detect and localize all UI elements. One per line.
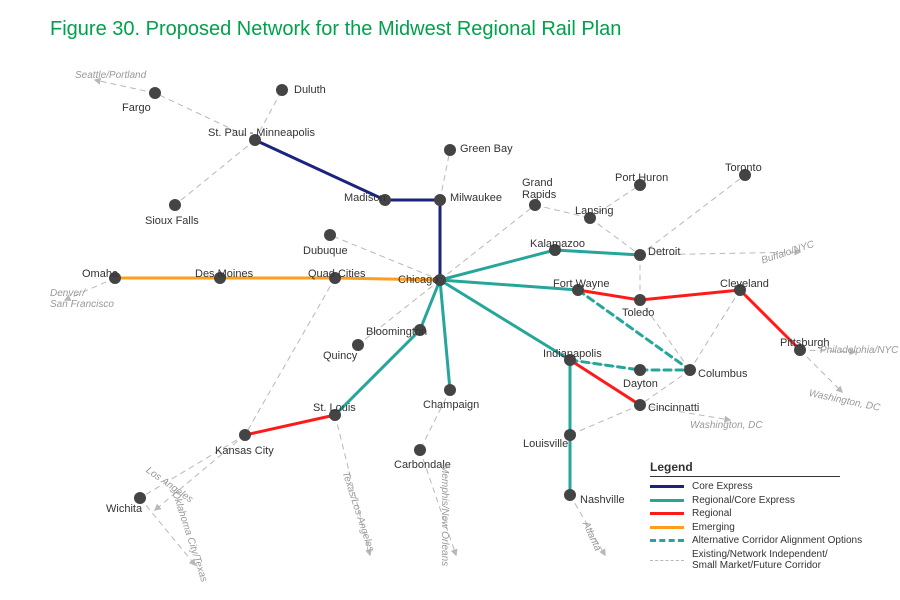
ext-label-0: Seattle/Portland [75, 70, 146, 81]
legend-row-2: Regional [650, 508, 862, 520]
label-dubuque: Dubuque [303, 245, 348, 257]
label-wichita: Wichita [106, 503, 142, 515]
legend-label: Regional/Core Express [692, 495, 795, 507]
edge-kalamazoo-detroit [555, 250, 640, 255]
label-louisville: Louisville [523, 438, 568, 450]
legend-label: Existing/Network Independent/ Small Mark… [692, 549, 828, 572]
label-desmoines: Des Moines [195, 268, 253, 280]
legend-swatch [650, 539, 684, 542]
node-milwaukee [434, 194, 446, 206]
label-duluth: Duluth [294, 84, 326, 96]
ext-label-7: Memphis/New Orleans [439, 465, 450, 566]
edge-stlouis-kansascity [245, 415, 335, 435]
label-porthuron: Port Huron [615, 172, 668, 184]
node-duluth [276, 84, 288, 96]
label-madison: Madison [344, 192, 386, 204]
edge-madison-stpaul [255, 140, 385, 200]
legend-row-5: Existing/Network Independent/ Small Mark… [650, 549, 862, 572]
label-detroit: Detroit [648, 246, 680, 258]
legend-header: Legend [650, 460, 840, 477]
label-cleveland: Cleveland [720, 278, 769, 290]
edge-lansing-detroit [590, 218, 640, 255]
label-toronto: Toronto [725, 162, 762, 174]
legend-swatch [650, 560, 684, 561]
label-nashville: Nashville [580, 494, 625, 506]
node-fargo [149, 87, 161, 99]
node-cincinnati [634, 399, 646, 411]
edge-milwaukee-greenbay [440, 150, 450, 200]
legend-swatch [650, 526, 684, 529]
node-champaign [444, 384, 456, 396]
label-columbus: Columbus [698, 368, 748, 380]
legend-swatch [650, 485, 684, 488]
legend: Legend Core Express Regional/Core ExpressR… [650, 460, 862, 572]
label-chicago: Chicago [398, 274, 438, 286]
legend-swatch [650, 512, 684, 515]
legend-swatch [650, 499, 684, 502]
edge-fargo-seattleTip [95, 80, 155, 93]
edge-chicago-champaign [440, 280, 450, 390]
label-fargo: Fargo [122, 102, 151, 114]
label-toledo: Toledo [622, 307, 654, 319]
ext-label-3: Philadelphia/NYC [820, 345, 898, 356]
ext-label-5: Washington, DC [690, 420, 763, 431]
edge-pittsburgh-washdcTip1 [800, 350, 842, 392]
ext-label-1: Denver/ San Francisco [50, 288, 114, 310]
label-siouxfalls: Sioux Falls [145, 215, 199, 227]
label-dayton: Dayton [623, 378, 658, 390]
legend-label: Regional [692, 508, 731, 520]
legend-row-3: Emerging [650, 522, 862, 534]
edge-cincinnati-louisville [570, 405, 640, 435]
node-toledo [634, 294, 646, 306]
legend-label: Core Express [692, 481, 753, 493]
label-omaha: Omaha [82, 268, 118, 280]
node-dayton [634, 364, 646, 376]
label-indianapolis: Indianapolis [543, 348, 602, 360]
label-milwaukee: Milwaukee [450, 192, 502, 204]
legend-row-0: Core Express [650, 481, 862, 493]
node-nashville [564, 489, 576, 501]
label-kansascity: Kansas City [215, 445, 274, 457]
label-stpaul: St. Paul - Minneapolis [208, 127, 315, 139]
node-detroit [634, 249, 646, 261]
node-kansascity [239, 429, 251, 441]
legend-row-4: Alternative Corridor Alignment Options [650, 535, 862, 547]
node-siouxfalls [169, 199, 181, 211]
label-lansing: Lansing [575, 205, 614, 217]
edge-fortwayne-toledo [578, 290, 640, 300]
label-bloomington: Bloomington [366, 326, 427, 338]
label-quincy: Quincy [323, 350, 357, 362]
node-greenbay [444, 144, 456, 156]
legend-row-1: Regional/Core Express [650, 495, 862, 507]
edge-toledo-cleveland [640, 290, 740, 300]
node-carbondale [414, 444, 426, 456]
edge-stpaul-siouxfalls [175, 140, 255, 205]
label-quadcities: Quad Cities [308, 268, 365, 280]
label-grandrapids: Grand Rapids [522, 178, 556, 201]
label-fortwayne: Fort Wayne [553, 278, 609, 290]
label-champaign: Champaign [423, 399, 479, 411]
legend-label: Alternative Corridor Alignment Options [692, 535, 862, 547]
edge-chicago-kalamazoo [440, 250, 555, 280]
node-dubuque [324, 229, 336, 241]
node-columbus [684, 364, 696, 376]
label-greenbay: Green Bay [460, 143, 513, 155]
edge-detroit-toronto [640, 175, 745, 255]
legend-label: Emerging [692, 522, 735, 534]
label-kalamazoo: Kalamazoo [530, 238, 585, 250]
label-stlouis: St. Louis [313, 402, 356, 414]
edge-cleveland-columbus [690, 290, 740, 370]
label-cincinnati: Cincinnatti [648, 402, 699, 414]
